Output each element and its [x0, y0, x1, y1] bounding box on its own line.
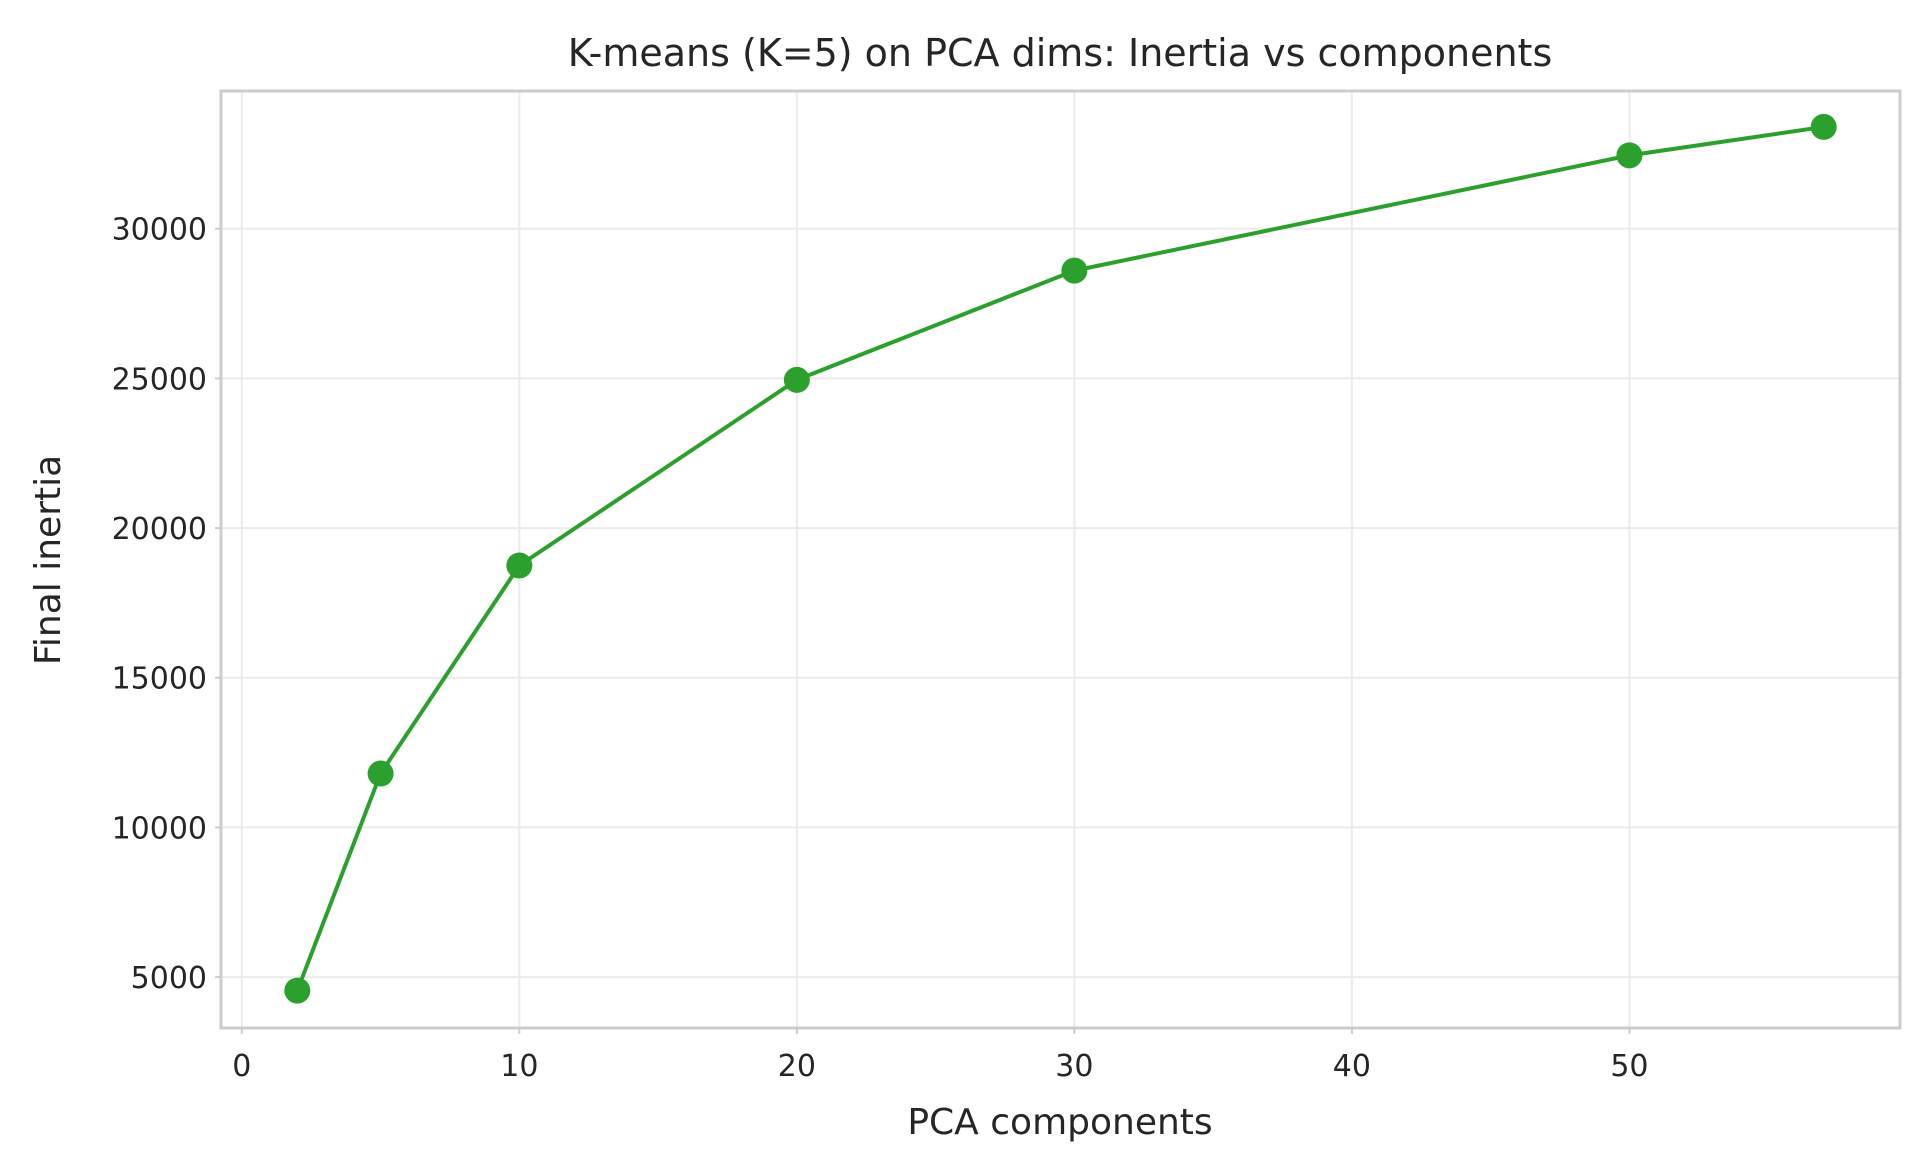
ticks-layer: 0 10 20 30 40 50 5000 10000 15000 20000 25000 30000 [112, 213, 1649, 1084]
x-tick-label: 0 [232, 1049, 251, 1084]
data-point [1616, 142, 1643, 169]
x-tick-label: 40 [1333, 1049, 1371, 1084]
data-point [783, 366, 810, 393]
x-axis-label: PCA components [907, 1102, 1212, 1143]
data-point [506, 552, 533, 579]
y-tick-label: 20000 [112, 512, 207, 547]
x-tick-label: 10 [500, 1049, 538, 1084]
y-tick-label: 5000 [131, 961, 207, 996]
data-point [284, 977, 311, 1004]
grid-layer [221, 91, 1900, 1028]
x-tick-label: 30 [1055, 1049, 1093, 1084]
plot-frame [219, 89, 1902, 1030]
data-point [367, 760, 394, 787]
x-tick-label: 50 [1610, 1049, 1648, 1084]
y-tick-label: 25000 [112, 362, 207, 397]
chart-title: K-means (K=5) on PCA dims: Inertia vs co… [568, 31, 1553, 75]
y-tick-label: 15000 [112, 662, 207, 697]
y-tick-label: 30000 [112, 213, 207, 248]
data-point [1061, 257, 1088, 284]
x-tick-label: 20 [778, 1049, 816, 1084]
y-tick-label: 10000 [112, 811, 207, 846]
series-layer [284, 113, 1837, 1004]
data-point [1810, 113, 1837, 140]
y-axis-label: Final inertia [28, 455, 69, 665]
